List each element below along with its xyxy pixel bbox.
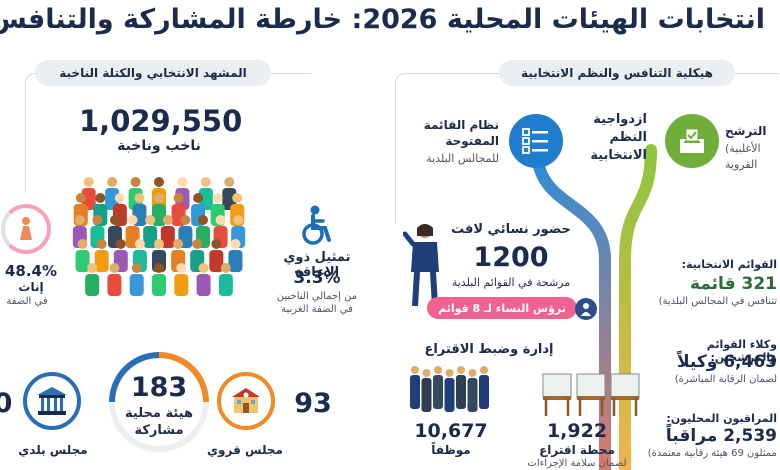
staff-person: [434, 366, 444, 409]
open-list-title-1: نظام القائمة: [424, 118, 500, 132]
women-lists-badge: ترؤس النساء لـ 8 قوائم: [428, 297, 578, 319]
lists-sub: تتنافس في المجالس البلدية): [659, 296, 778, 307]
right-section-bracket: [396, 73, 408, 223]
crowd-person: [95, 239, 110, 272]
voters-crowd-illustration: [73, 177, 247, 296]
page-title: انتخابات الهيئات المحلية 2026: خارطة الم…: [0, 4, 766, 35]
village-hall-icon: [233, 388, 261, 413]
staff-label: موظفاً: [432, 443, 472, 457]
candidacy-sub-1: الأغلبية): [726, 142, 762, 155]
disability-sub-1: من إجمالي الناخبين: [277, 291, 359, 302]
stations-sub: لضمان سلامة الإجراءات: [528, 458, 628, 469]
crowd-person: [161, 215, 176, 248]
staff-person: [445, 369, 456, 412]
staff-person: [468, 369, 479, 412]
disability-title: تمثيل ذوي الإعاقة: [284, 250, 352, 280]
local-bodies-count: 183: [131, 372, 189, 403]
crowd-person: [130, 263, 145, 296]
checklist-icon: [523, 128, 549, 154]
crowd-person: [219, 263, 234, 296]
system-flow-pipes: [532, 144, 658, 470]
crowd-person: [144, 215, 159, 248]
disability-sub-2: في الضفة الغربية: [282, 304, 354, 315]
voters-count: 1,029,550: [80, 104, 244, 138]
candidacy-title: الترشح: [726, 124, 768, 138]
candidacy-sub-2: القروية: [726, 158, 759, 171]
staff-person: [480, 366, 490, 409]
lists-count: 321 قائمة: [690, 274, 778, 294]
women-sub: في الضفة: [7, 296, 49, 307]
staff-person: [422, 369, 433, 412]
agents-count: 6,463 وكيلاً: [678, 352, 778, 372]
women-candidates-count: 1200: [474, 242, 550, 273]
disability-percent: 3.3%: [294, 268, 342, 288]
dual-systems-title-3: الانتخابية: [591, 148, 648, 163]
left-section-header: المشهد الانتخابي والكتلة الناخبة: [36, 60, 272, 86]
right-header-line: [736, 73, 780, 74]
candidacy-circle: [666, 114, 720, 168]
wheelchair-icon: [303, 205, 332, 245]
crowd-person: [229, 239, 244, 272]
right-section-header: هيكلية التنافس والنظم الانتخابية: [500, 60, 736, 86]
open-list-title-2: المفتوحة: [446, 134, 500, 148]
municipal-council-ring: [24, 372, 82, 430]
admin-title: إدارة وضبط الاقتراع: [425, 342, 555, 357]
crowd-person: [86, 263, 101, 296]
left-section-header-text: المشهد الانتخابي والكتلة الناخبة: [60, 66, 248, 80]
stations-count: 1,922: [547, 420, 609, 442]
staff-count: 10,677: [415, 420, 489, 442]
local-bodies-label-1: هيئة محلية: [126, 406, 194, 421]
observers-count: 2,539 مراقباً: [666, 426, 778, 446]
village-council-ring: [218, 372, 276, 430]
left-header-line: [272, 73, 312, 74]
left-section-bracket: [26, 73, 38, 193]
women-label: إناث: [19, 280, 45, 294]
ballot-box-icon: [681, 128, 705, 153]
women-lists-badge-text: ترؤس النساء لـ 8 قوائم: [439, 301, 567, 315]
women-ratio-ring: [2, 204, 52, 254]
crowd-person: [210, 239, 225, 272]
municipal-building-icon: [38, 387, 68, 415]
agents-sub: لضمان الرقابة المباشرة): [675, 374, 778, 385]
village-council-label: مجلس قروي: [208, 443, 284, 457]
municipal-council-label: مجلس بلدي: [19, 443, 89, 457]
woman-avatar: [576, 298, 598, 320]
local-bodies-ring: [110, 352, 210, 452]
staff-person: [457, 366, 467, 409]
crowd-person: [76, 239, 91, 272]
staff-group-illustration: [411, 366, 490, 412]
lists-title: القوائم الانتخابية:: [682, 258, 778, 271]
open-list-sub: للمجالس البلدية: [427, 152, 500, 165]
women-percent: 48.4%: [5, 262, 59, 280]
polling-booth: [577, 373, 607, 416]
voters-label: ناخب وناخبة: [118, 138, 202, 154]
dual-systems-title-1: ازدواجية: [594, 112, 648, 127]
women-presence-title: حضور نسائي لافت: [452, 222, 572, 237]
municipal-council-count: 0: [0, 388, 14, 419]
polling-booth: [611, 373, 641, 416]
right-section-header-text: هيكلية التنافس والنظم الانتخابية: [522, 66, 714, 80]
polling-booths-illustration: [543, 373, 641, 416]
crowd-person: [153, 263, 167, 296]
staff-person: [411, 366, 421, 409]
right-header-line-left: [404, 73, 500, 74]
businesswoman-figure: [404, 224, 440, 307]
agents-title: وكلاء القوائم والمرشحين:: [707, 338, 778, 364]
open-list-circle: [510, 114, 564, 168]
local-bodies-label-2: مشاركة: [135, 423, 185, 438]
woman-avatar-icon: [582, 303, 592, 316]
stations-label: محطة اقتراع: [540, 443, 616, 457]
crowd-person: [153, 193, 167, 226]
polling-booth: [543, 373, 573, 416]
observers-sub: ممثلون 69 هيئة رقابية معتمدة): [648, 448, 778, 459]
crowd-person: [175, 263, 190, 296]
crowd-person: [108, 263, 123, 296]
women-candidates-label: مرشحة في القوائم البلدية: [452, 276, 572, 289]
dual-systems-title-2: النظم: [610, 130, 648, 145]
woman-icon: [21, 217, 33, 240]
observers-title: المراقبون المحليون:: [667, 412, 778, 425]
crowd-person: [197, 263, 212, 296]
village-council-count: 93: [295, 388, 333, 419]
